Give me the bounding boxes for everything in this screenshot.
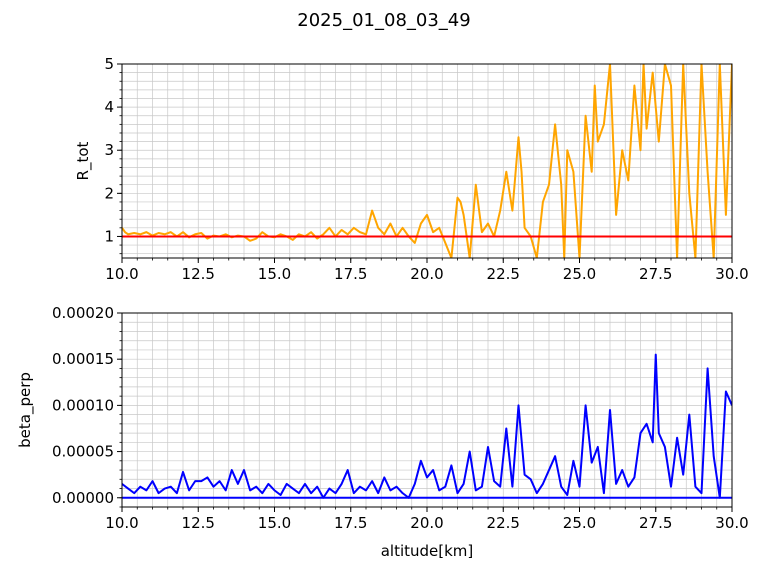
top-chart-x-tick-label: 22.5: [487, 265, 520, 283]
top-chart-y-tick-label: 5: [104, 55, 114, 73]
top-chart-grid: [121, 63, 733, 258]
bottom-chart-x-tick-label: 17.5: [334, 514, 367, 532]
top-chart: 10.0 12.5 15.0 17.5 20.0 22.5 25.0 27.5 30.0 1 2 3…: [74, 55, 749, 283]
top-chart-x-tick-label: 27.5: [639, 265, 672, 283]
bottom-chart-x-tick-label: 27.5: [639, 514, 672, 532]
top-chart-x-tick-label: 25.0: [563, 265, 596, 283]
top-chart-y-tick-label: 2: [104, 184, 114, 202]
bottom-chart-y-tick-label: 0.00015: [52, 350, 114, 368]
figure-title: 2025_01_08_03_49: [297, 10, 470, 31]
bottom-chart-series-line: [122, 353, 732, 499]
top-chart-y-tick-label: 4: [104, 98, 114, 116]
bottom-chart-data: [122, 353, 732, 499]
top-chart-x-tick-label: 15.0: [258, 265, 291, 283]
top-chart-x-tick-label: 12.5: [182, 265, 215, 283]
top-chart-x-tick-label: 17.5: [334, 265, 367, 283]
bottom-chart-y-tick-label: 0.00020: [52, 304, 114, 322]
top-chart-y-label: R_tot: [74, 141, 93, 180]
bottom-chart-x-tick-label: 22.5: [487, 514, 520, 532]
bottom-chart-y-tick-label: 0.00010: [52, 396, 114, 414]
bottom-chart-x-tick-label: 25.0: [563, 514, 596, 532]
bottom-chart-x-ticks: 10.0 12.5 15.0 17.5 20.0 22.5 25.0 27.5 30.0: [105, 507, 749, 532]
top-chart-x-tick-label: 20.0: [410, 265, 443, 283]
top-chart-x-tick-label: 30.0: [715, 265, 748, 283]
bottom-chart-y-ticks: 0.00000 0.00005 0.00010 0.00015 0.00020: [52, 304, 122, 508]
bottom-chart-y-label: beta_perp: [16, 372, 35, 448]
bottom-chart-x-tick-label: 20.0: [410, 514, 443, 532]
bottom-chart-x-tick-label: 15.0: [258, 514, 291, 532]
bottom-chart-x-tick-label: 30.0: [715, 514, 748, 532]
bottom-chart-x-tick-label: 10.0: [105, 514, 138, 532]
top-chart-y-ticks: 1 2 3 4 5: [104, 55, 122, 255]
top-chart-data: [122, 64, 732, 258]
top-chart-x-tick-label: 10.0: [105, 265, 138, 283]
bottom-chart-x-label: altitude[km]: [381, 542, 474, 560]
top-chart-y-tick-label: 3: [104, 141, 114, 159]
top-chart-x-ticks: 10.0 12.5 15.0 17.5 20.0 22.5 25.0 27.5 30.0: [105, 258, 749, 283]
bottom-chart-y-tick-label: 0.00005: [52, 443, 114, 461]
top-chart-y-tick-label: 1: [104, 227, 114, 245]
bottom-chart: 10.0 12.5 15.0 17.5 20.0 22.5 25.0 27.5 30.0 0.0…: [16, 304, 749, 560]
bottom-chart-y-tick-label: 0.00000: [52, 489, 114, 507]
bottom-chart-x-tick-label: 12.5: [182, 514, 215, 532]
